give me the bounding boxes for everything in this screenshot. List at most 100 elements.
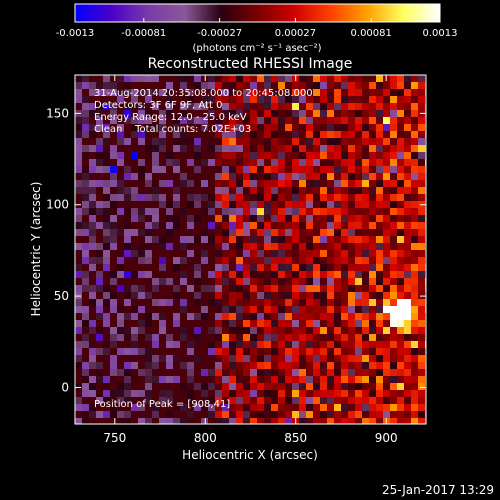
heatmap-cell xyxy=(278,257,286,265)
heatmap-cell xyxy=(222,418,230,424)
heatmap-cell xyxy=(348,362,356,370)
heatmap-cell xyxy=(271,117,279,125)
heatmap-cell xyxy=(89,194,97,202)
heatmap-cell xyxy=(369,334,377,342)
heatmap-cell xyxy=(369,103,377,111)
heatmap-cell xyxy=(82,243,90,251)
heatmap-cell xyxy=(411,418,419,424)
annotation-time-range: 31-Aug-2014 20:35:08.000 to 20:45:08.000 xyxy=(94,88,313,99)
heatmap-cell xyxy=(418,243,426,251)
heatmap-cell xyxy=(124,131,132,139)
heatmap-cell xyxy=(369,96,377,104)
heatmap-cell xyxy=(103,145,111,153)
heatmap-cell xyxy=(264,229,272,237)
heatmap-cell xyxy=(334,299,342,307)
heatmap-cell xyxy=(187,117,195,125)
heatmap-cell xyxy=(166,89,174,97)
heatmap-cell xyxy=(418,299,426,307)
heatmap-cell xyxy=(131,208,139,216)
heatmap-cell xyxy=(173,257,181,265)
heatmap-cell xyxy=(334,292,342,300)
heatmap-cell xyxy=(117,194,125,202)
heatmap-cell xyxy=(180,411,188,419)
heatmap-cell xyxy=(145,159,153,167)
heatmap-cell xyxy=(299,355,307,363)
heatmap-cell xyxy=(159,103,167,111)
heatmap-cell xyxy=(292,404,300,412)
heatmap-cell xyxy=(397,103,405,111)
heatmap-cell xyxy=(243,285,251,293)
heatmap-cell xyxy=(292,96,300,104)
heatmap-cell xyxy=(145,327,153,335)
heatmap-cell xyxy=(110,369,118,377)
heatmap-cell xyxy=(103,194,111,202)
heatmap-cell xyxy=(285,236,293,244)
heatmap-cell xyxy=(306,327,314,335)
heatmap-cell xyxy=(229,229,237,237)
heatmap-cell xyxy=(264,82,272,90)
heatmap-cell xyxy=(362,117,370,125)
heatmap-cell xyxy=(180,390,188,398)
heatmap-cell xyxy=(215,390,223,398)
heatmap-cell xyxy=(334,369,342,377)
heatmap-cell xyxy=(411,390,419,398)
heatmap-cell xyxy=(299,187,307,195)
heatmap-cell xyxy=(75,173,83,181)
heatmap-cell xyxy=(131,299,139,307)
heatmap-cell xyxy=(117,341,125,349)
heatmap-cell xyxy=(215,187,223,195)
heatmap-cell xyxy=(264,320,272,328)
heatmap-cell xyxy=(299,89,307,97)
heatmap-cell xyxy=(194,103,202,111)
heatmap-cell xyxy=(96,222,104,230)
heatmap-cell xyxy=(355,313,363,321)
heatmap-cell xyxy=(208,180,216,188)
heatmap-cell xyxy=(404,117,412,125)
heatmap-cell xyxy=(299,138,307,146)
heatmap-cell xyxy=(159,187,167,195)
heatmap-cell xyxy=(404,159,412,167)
heatmap-cell xyxy=(348,397,356,405)
heatmap-cell xyxy=(222,299,230,307)
heatmap-cell xyxy=(299,348,307,356)
heatmap-cell xyxy=(369,82,377,90)
heatmap-cell xyxy=(222,383,230,391)
heatmap-cell xyxy=(376,124,384,132)
heatmap-cell xyxy=(75,320,83,328)
heatmap-cell xyxy=(376,355,384,363)
heatmap-cell xyxy=(166,173,174,181)
heatmap-cell xyxy=(278,327,286,335)
heatmap-cell xyxy=(229,327,237,335)
heatmap-cell xyxy=(327,215,335,223)
heatmap-cell xyxy=(341,110,349,118)
heatmap-cell xyxy=(369,215,377,223)
heatmap-cell xyxy=(278,306,286,314)
heatmap-cell xyxy=(313,82,321,90)
heatmap-cell xyxy=(306,89,314,97)
heatmap-cell xyxy=(173,208,181,216)
heatmap-cell xyxy=(89,89,97,97)
heatmap-cell xyxy=(411,271,419,279)
heatmap-cell xyxy=(397,222,405,230)
heatmap-cell xyxy=(103,208,111,216)
heatmap-cell xyxy=(173,278,181,286)
heatmap-cell xyxy=(285,355,293,363)
heatmap-cell xyxy=(306,117,314,125)
heatmap-cell xyxy=(159,320,167,328)
heatmap-cell xyxy=(418,341,426,349)
heatmap-cell xyxy=(313,201,321,209)
heatmap-cell xyxy=(159,411,167,419)
heatmap-cell xyxy=(390,376,398,384)
heatmap-cell xyxy=(208,285,216,293)
heatmap-cell xyxy=(236,180,244,188)
heatmap-cell xyxy=(404,89,412,97)
heatmap-cell xyxy=(313,334,321,342)
heatmap-cell xyxy=(243,418,251,424)
heatmap-cell xyxy=(243,166,251,174)
heatmap-cell xyxy=(222,229,230,237)
heatmap-cell xyxy=(159,404,167,412)
heatmap-cell xyxy=(173,369,181,377)
heatmap-cell xyxy=(292,362,300,370)
heatmap-cell xyxy=(215,292,223,300)
heatmap-cell xyxy=(285,96,293,104)
